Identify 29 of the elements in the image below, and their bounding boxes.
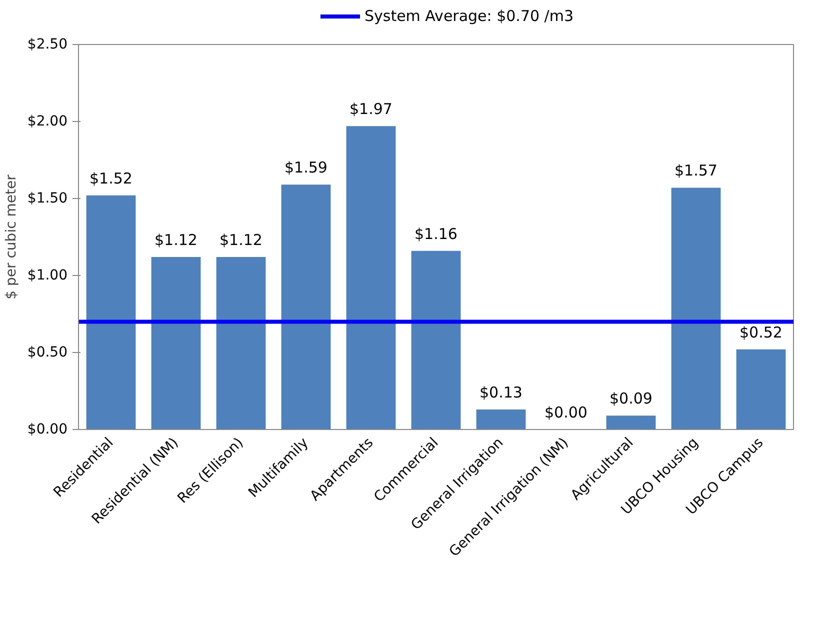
bar: [216, 257, 266, 430]
data-label: $1.16: [414, 224, 458, 243]
y-axis-title: $ per cubic meter: [3, 174, 20, 300]
data-label: $0.00: [544, 404, 588, 422]
y-tick-label: $2.00: [27, 114, 68, 130]
y-tick-label: $0.00: [27, 422, 68, 438]
data-label: $1.59: [284, 158, 328, 177]
data-label: $1.57: [674, 162, 718, 180]
y-tick-label: $1.00: [27, 268, 68, 284]
bar: [86, 195, 136, 430]
y-tick-label: $1.50: [27, 190, 68, 206]
data-label: $1.97: [350, 100, 392, 118]
data-label: $1.12: [154, 231, 198, 250]
bar: [476, 409, 526, 430]
y-tick-label: $2.50: [27, 36, 68, 52]
bar: [671, 188, 721, 430]
data-label: $0.52: [740, 323, 782, 342]
bar: [736, 349, 786, 430]
data-label: $0.13: [480, 383, 522, 402]
legend-label: System Average: $0.70 /m3: [364, 7, 574, 25]
bar: [411, 250, 461, 430]
data-label: $1.52: [90, 169, 132, 188]
y-tick-label: $0.50: [27, 344, 68, 360]
bar: [281, 184, 331, 430]
data-label: $1.12: [220, 231, 262, 250]
bar: [606, 416, 656, 430]
bar: [346, 126, 396, 430]
data-label: $0.09: [610, 390, 652, 408]
bar: [151, 257, 201, 430]
